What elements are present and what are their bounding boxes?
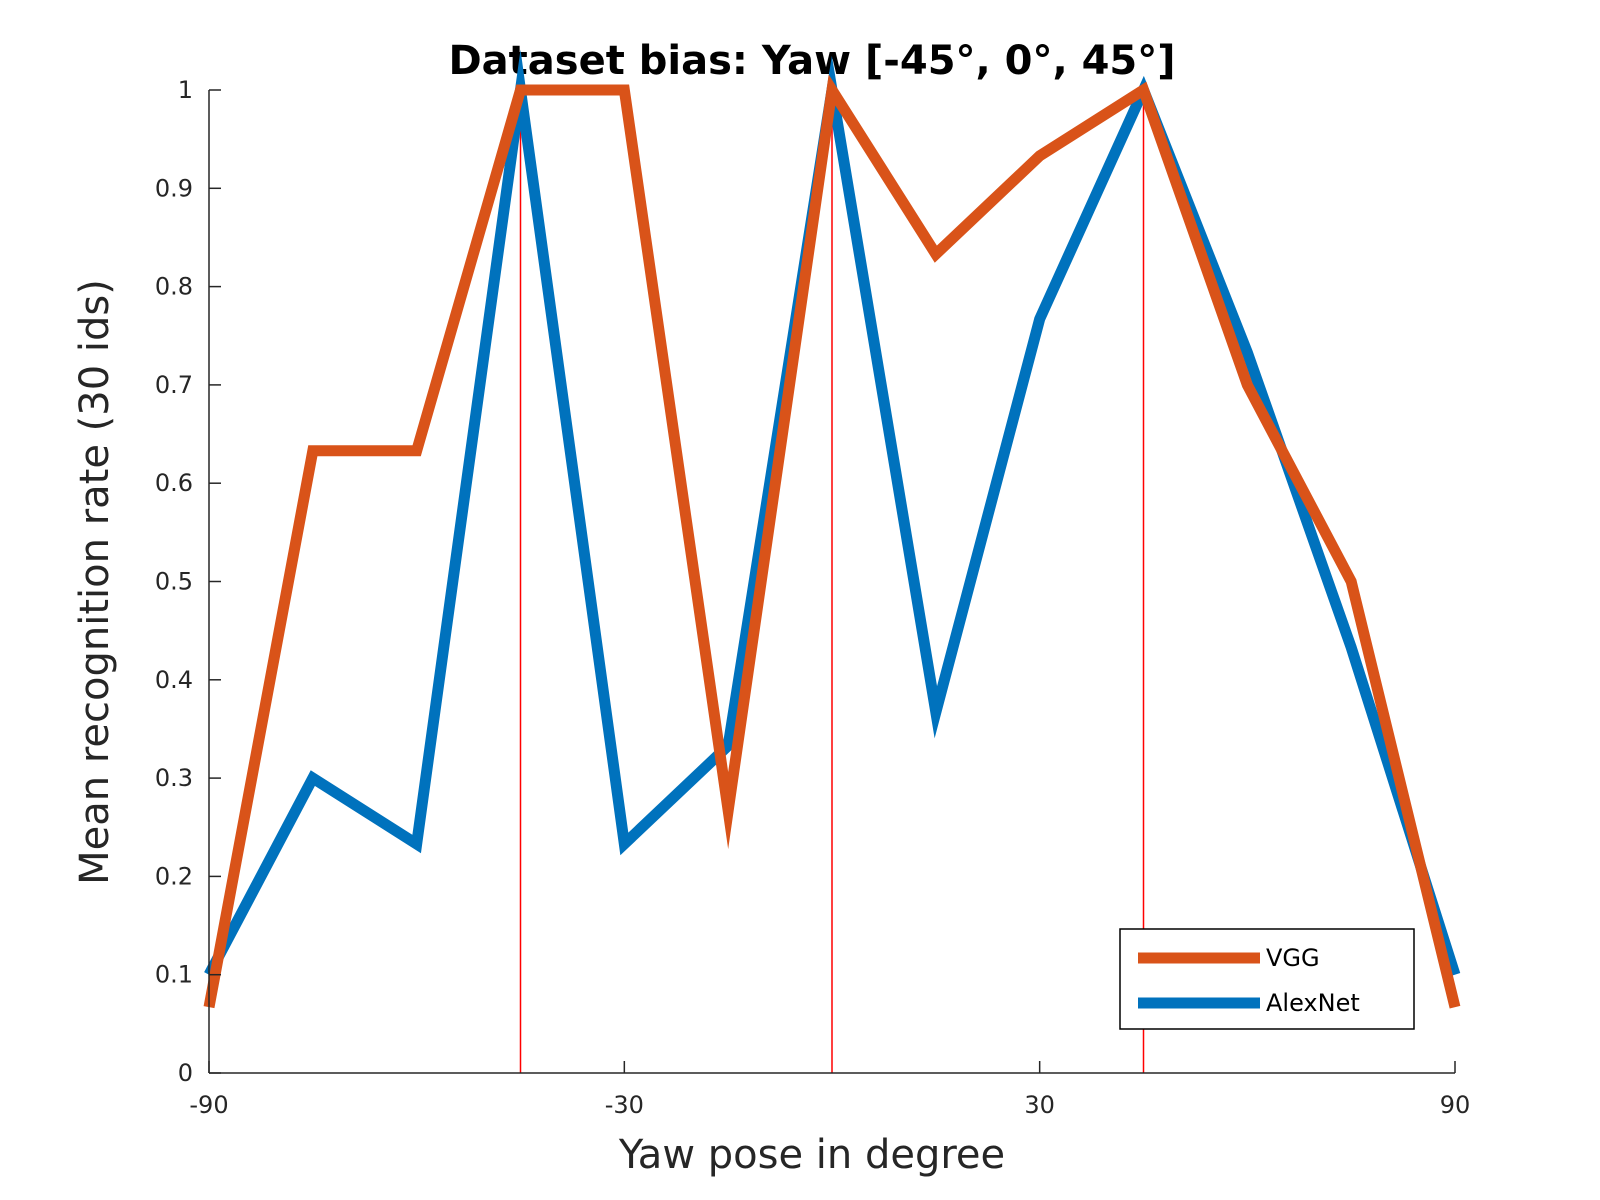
series-line-vgg: [203, 74, 1461, 1009]
y-tick-label: 0.5: [155, 568, 193, 596]
reference-lines: [519, 90, 1145, 1073]
x-tick-label: -90: [189, 1091, 228, 1119]
x-tick-label: -30: [605, 1091, 644, 1119]
legend-label-alexnet: AlexNet: [1266, 989, 1360, 1017]
legend-box: [1119, 928, 1415, 1030]
legend: VGG AlexNet: [1119, 928, 1415, 1030]
legend-label-vgg: VGG: [1266, 944, 1320, 972]
y-tick-label: 1: [178, 76, 193, 104]
y-tick-label: 0.1: [155, 961, 193, 989]
x-tick-label: 90: [1440, 1091, 1471, 1119]
series-layer: [203, 49, 1461, 1009]
x-tick-label: 30: [1024, 1091, 1055, 1119]
axes: 0 0.1 0.2 0.3 0.4 0.5 0.6 0.7 0.8 0.9 1 -90 -30 30 90: [155, 76, 1470, 1119]
y-tick-label: 0.4: [155, 666, 193, 694]
chart-title: Dataset bias: Yaw [-45°, 0°, 45°]: [448, 38, 1175, 84]
y-tick-label: 0.7: [155, 371, 193, 399]
y-tick-label: 0.2: [155, 862, 193, 890]
y-tick-label: 0.6: [155, 469, 193, 497]
y-tick-label: 0.8: [155, 273, 193, 301]
x-axis-title: Yaw pose in degree: [618, 1132, 1005, 1178]
y-axis-title: Mean recognition rate (30 ids): [72, 279, 118, 885]
y-tick-label: 0.9: [155, 174, 193, 202]
y-tick-label: 0.3: [155, 764, 193, 792]
y-tick-label: 0: [178, 1059, 193, 1087]
